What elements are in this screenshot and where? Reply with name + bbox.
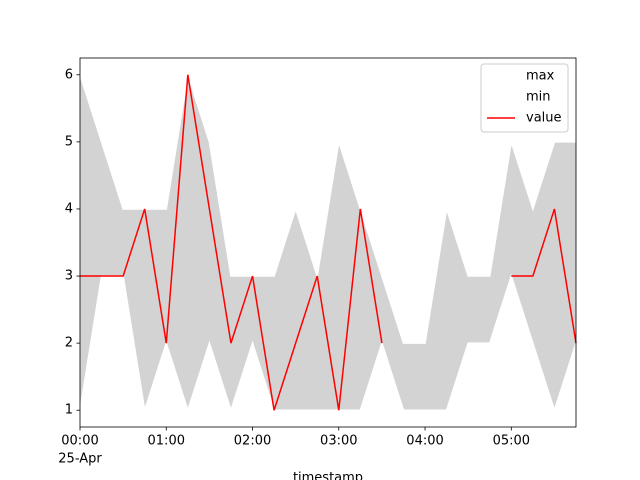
series-line [80,74,577,411]
x-tick-label: 04:00 [406,434,443,449]
y-tick-label: 1 [65,403,73,418]
x-tick-label: 05:00 [493,434,530,449]
legend-box [480,63,569,133]
legend-label: max [526,69,555,84]
y-tick-label: 6 [65,67,73,82]
y-tick-label: 2 [65,336,73,351]
x-tick-label: 03:00 [320,434,357,449]
y-tick-label: 3 [65,269,73,284]
y-tick-label: 4 [65,201,73,216]
x-axis-label: timestamp [293,471,363,480]
series-line [79,74,576,344]
y-tick-label: 5 [65,134,73,149]
range-band [80,74,576,411]
x-tick-label: 02:00 [234,434,271,449]
x-tick-label: 00:00 [61,434,98,449]
legend-label: min [526,90,551,105]
x-date-label: 25-Apr [58,452,102,467]
plot-frame [79,57,577,428]
legend-label: value [526,111,562,126]
x-tick-label: 01:00 [148,434,185,449]
series-line [79,273,577,413]
